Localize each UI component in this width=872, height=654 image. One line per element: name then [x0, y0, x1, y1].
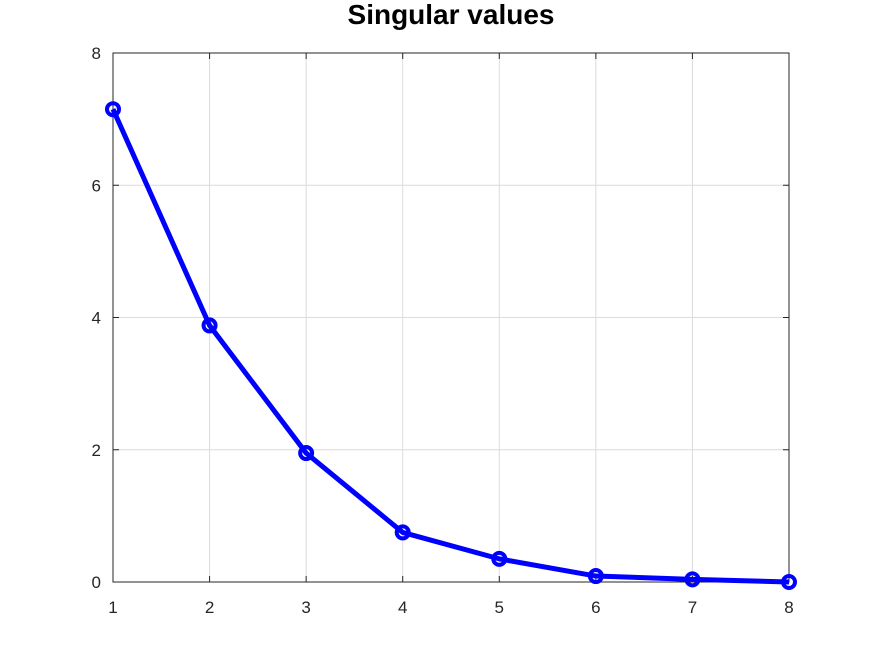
data-point: [201, 317, 218, 334]
data-point: [684, 571, 701, 588]
x-tick-label: 1: [108, 598, 117, 617]
series-line: [110, 108, 790, 585]
x-tick-label: 5: [495, 598, 504, 617]
y-tick-label: 2: [92, 441, 101, 460]
y-tick-label: 8: [92, 44, 101, 63]
data-point: [298, 445, 315, 462]
data-point: [394, 524, 411, 541]
chart-title: Singular values: [348, 0, 555, 30]
data-point: [491, 550, 508, 567]
y-tick-label: 4: [92, 309, 101, 328]
x-tick-label: 4: [398, 598, 407, 617]
data-point: [781, 574, 797, 590]
x-tick-label: 8: [784, 598, 793, 617]
series-group: [105, 101, 797, 590]
x-tick-label: 7: [688, 598, 697, 617]
grid: [112, 52, 790, 583]
x-tick-label: 6: [591, 598, 600, 617]
y-tick-label: 6: [92, 176, 101, 195]
x-tick-label: 2: [205, 598, 214, 617]
x-tick-label: 3: [301, 598, 310, 617]
y-tick-label: 0: [92, 573, 101, 592]
axis-ticks: 1 2 3 4 5 6 7 8 0 2 4 6 8: [92, 44, 794, 617]
data-point: [105, 101, 121, 118]
data-point: [587, 568, 604, 585]
